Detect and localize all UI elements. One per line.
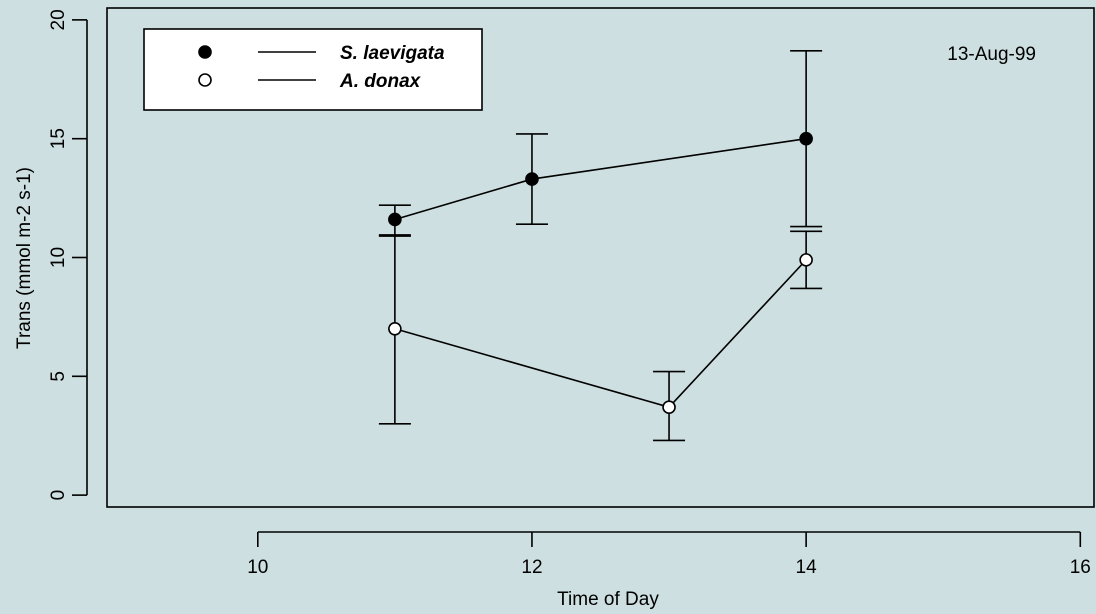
data-point <box>799 253 813 267</box>
series-1 <box>378 49 823 237</box>
data-point <box>662 400 676 415</box>
y-tick-label: 10 <box>48 247 69 268</box>
legend-label: A. donax <box>339 71 422 92</box>
data-point <box>525 172 539 186</box>
legend-marker <box>198 73 212 87</box>
date-annotation: 13-Aug-99 <box>947 44 1036 65</box>
y-tick-label: 20 <box>48 9 69 30</box>
x-axis-title: Time of Day <box>557 589 659 610</box>
axes: 10 12 14 16 0 5 10 15 20 <box>48 7 1095 578</box>
legend-box <box>143 28 483 111</box>
y-tick-label: 5 <box>48 371 69 382</box>
plot-area <box>378 49 823 442</box>
x-tick-label: 10 <box>247 557 268 578</box>
x-tick-label: 12 <box>521 557 542 578</box>
y-axis-title: Trans (mmol m-2 s-1) <box>14 167 35 349</box>
series-line <box>394 137 807 221</box>
legend: S. laevigata A. donax <box>143 28 483 111</box>
x-tick-label: 16 <box>1070 557 1091 578</box>
data-point <box>388 321 402 336</box>
y-tick-label: 15 <box>48 128 69 149</box>
legend-marker <box>198 45 212 59</box>
data-point <box>388 212 402 227</box>
y-tick-label: 0 <box>48 490 69 501</box>
series-2 <box>378 230 823 442</box>
x-tick-label: 14 <box>796 557 818 578</box>
plot-frame <box>106 7 1095 508</box>
series-line <box>394 259 807 409</box>
legend-label: S. laevigata <box>340 43 445 64</box>
data-point <box>799 131 813 146</box>
